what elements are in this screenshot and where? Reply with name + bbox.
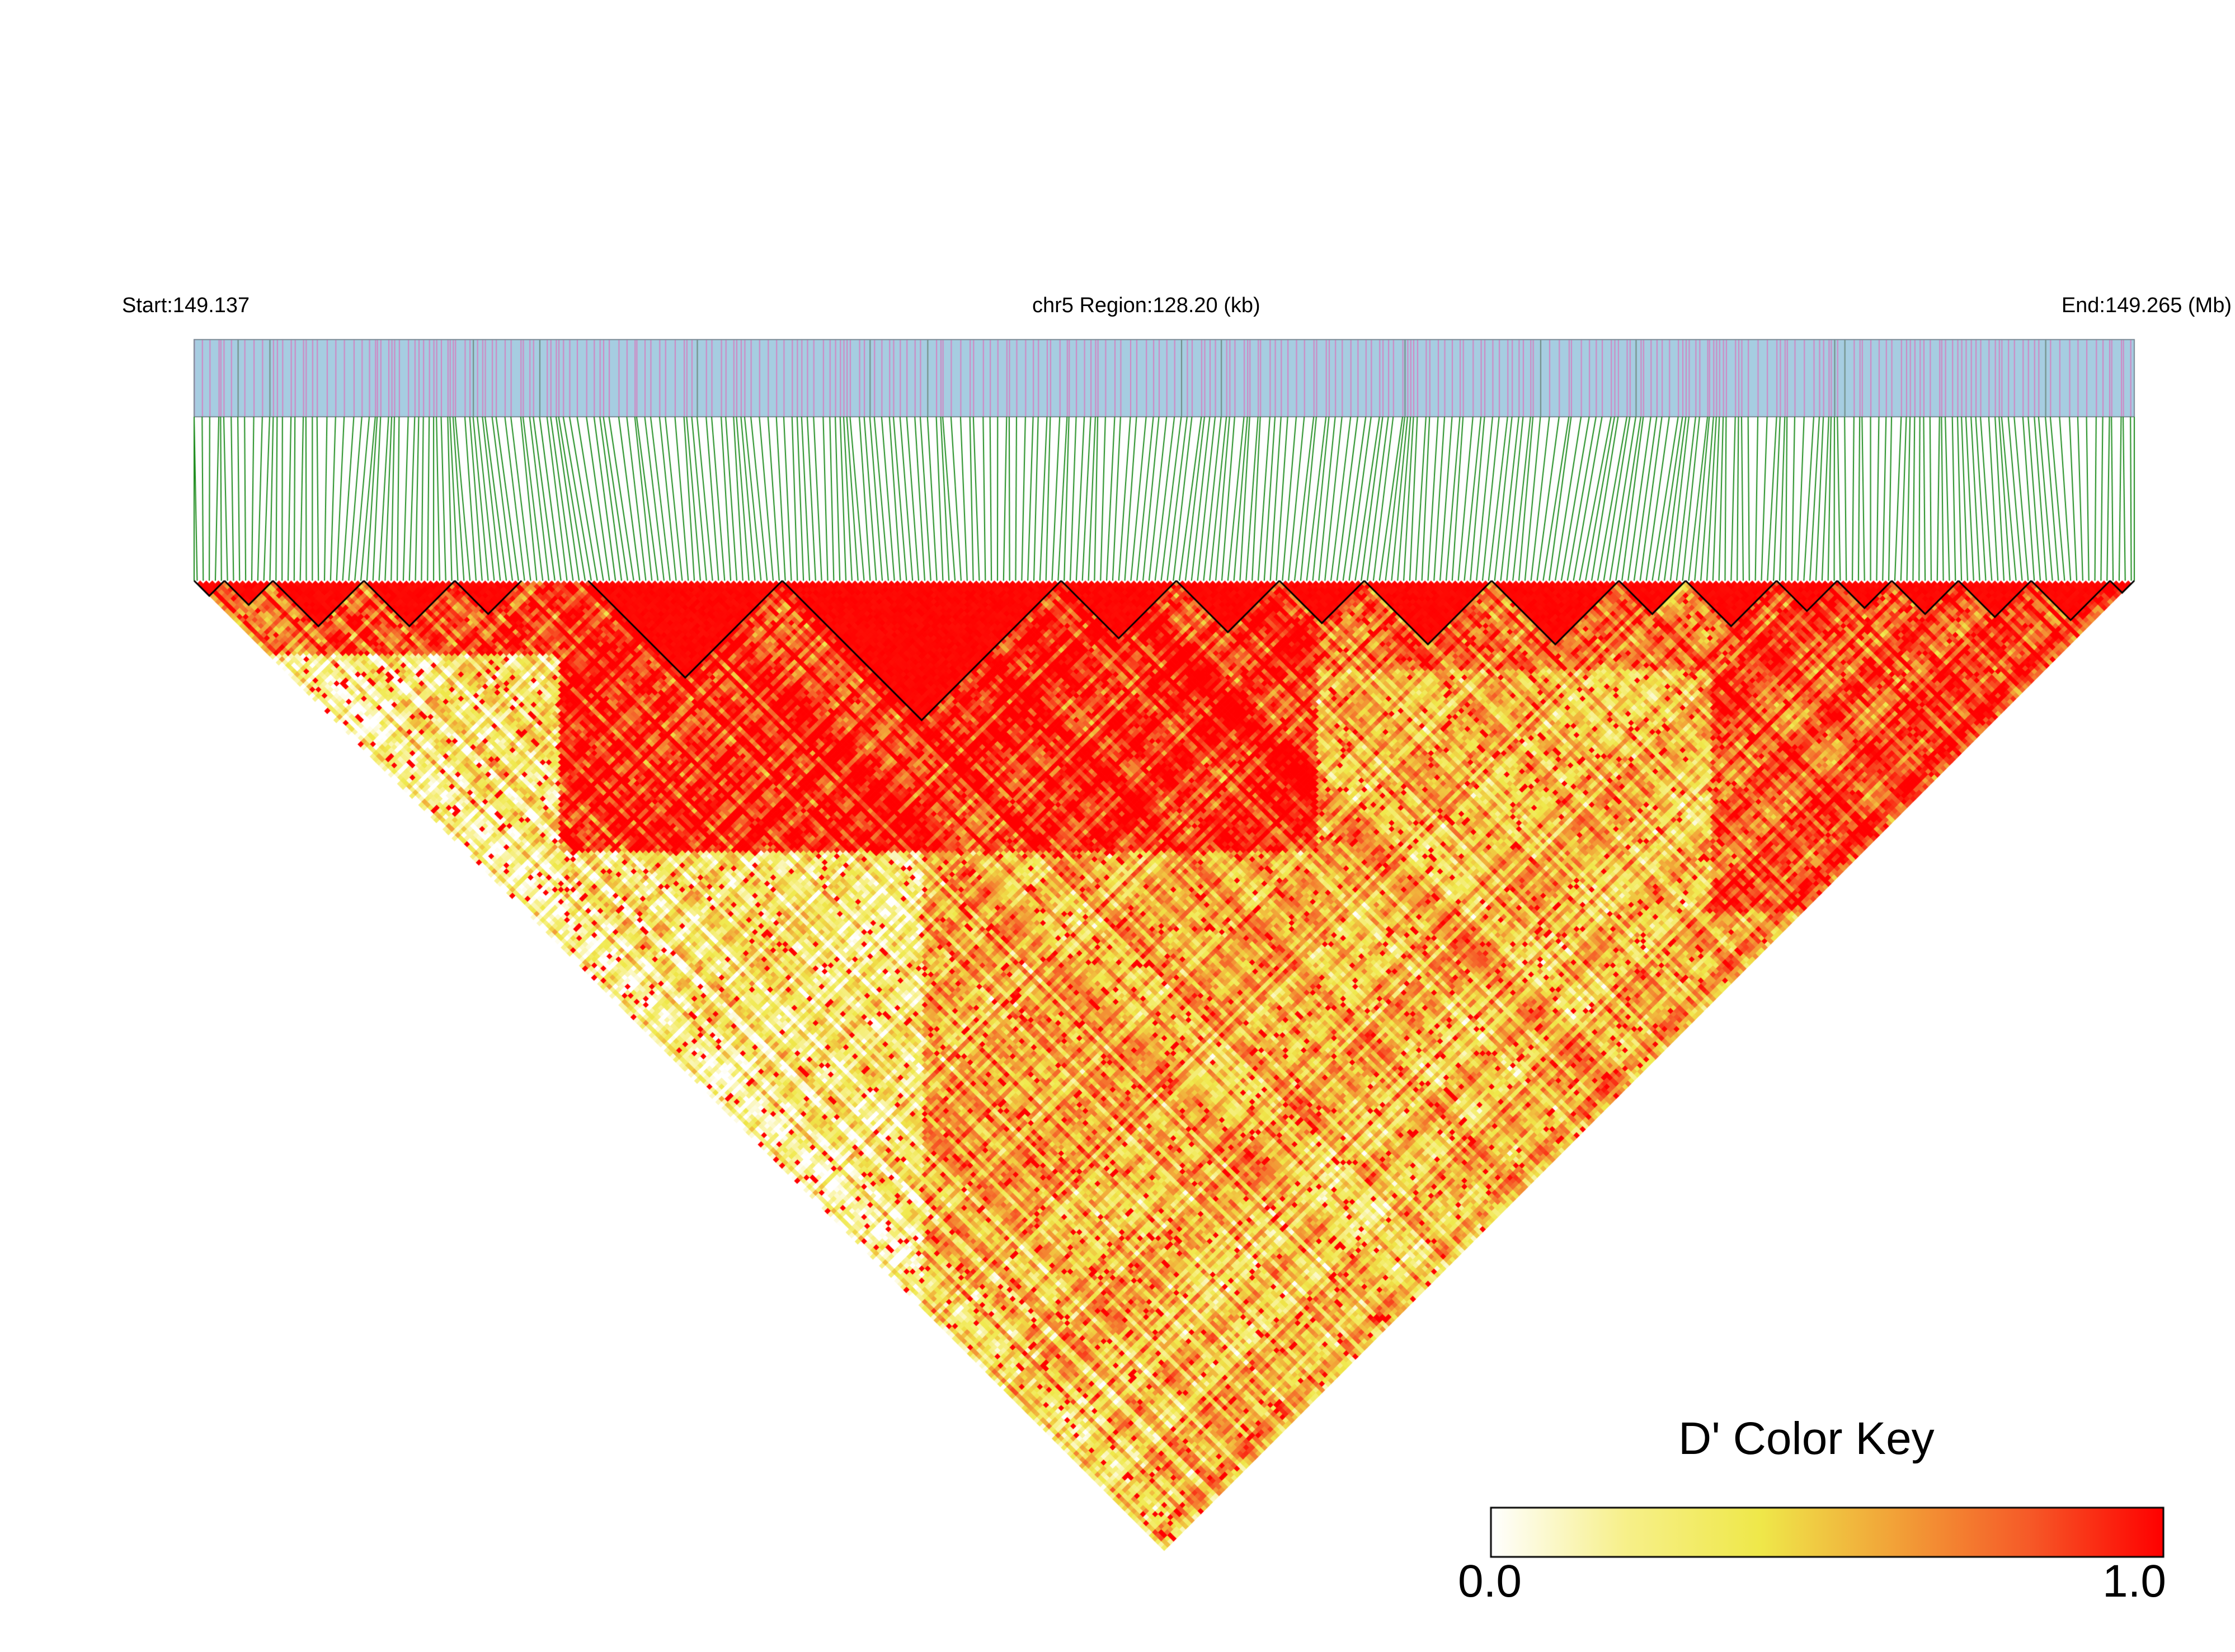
region-length-label: chr5 Region:128.20 (kb) [1032,294,1260,317]
color-key-max-label: 1.0 [2102,1556,2166,1607]
region-end-label: End:149.265 (Mb) [2061,294,2232,317]
color-key-min-label: 0.0 [1458,1556,1522,1607]
region-start-label: Start:149.137 [122,294,250,317]
color-key-title: D' Color Key [1678,1413,1935,1464]
